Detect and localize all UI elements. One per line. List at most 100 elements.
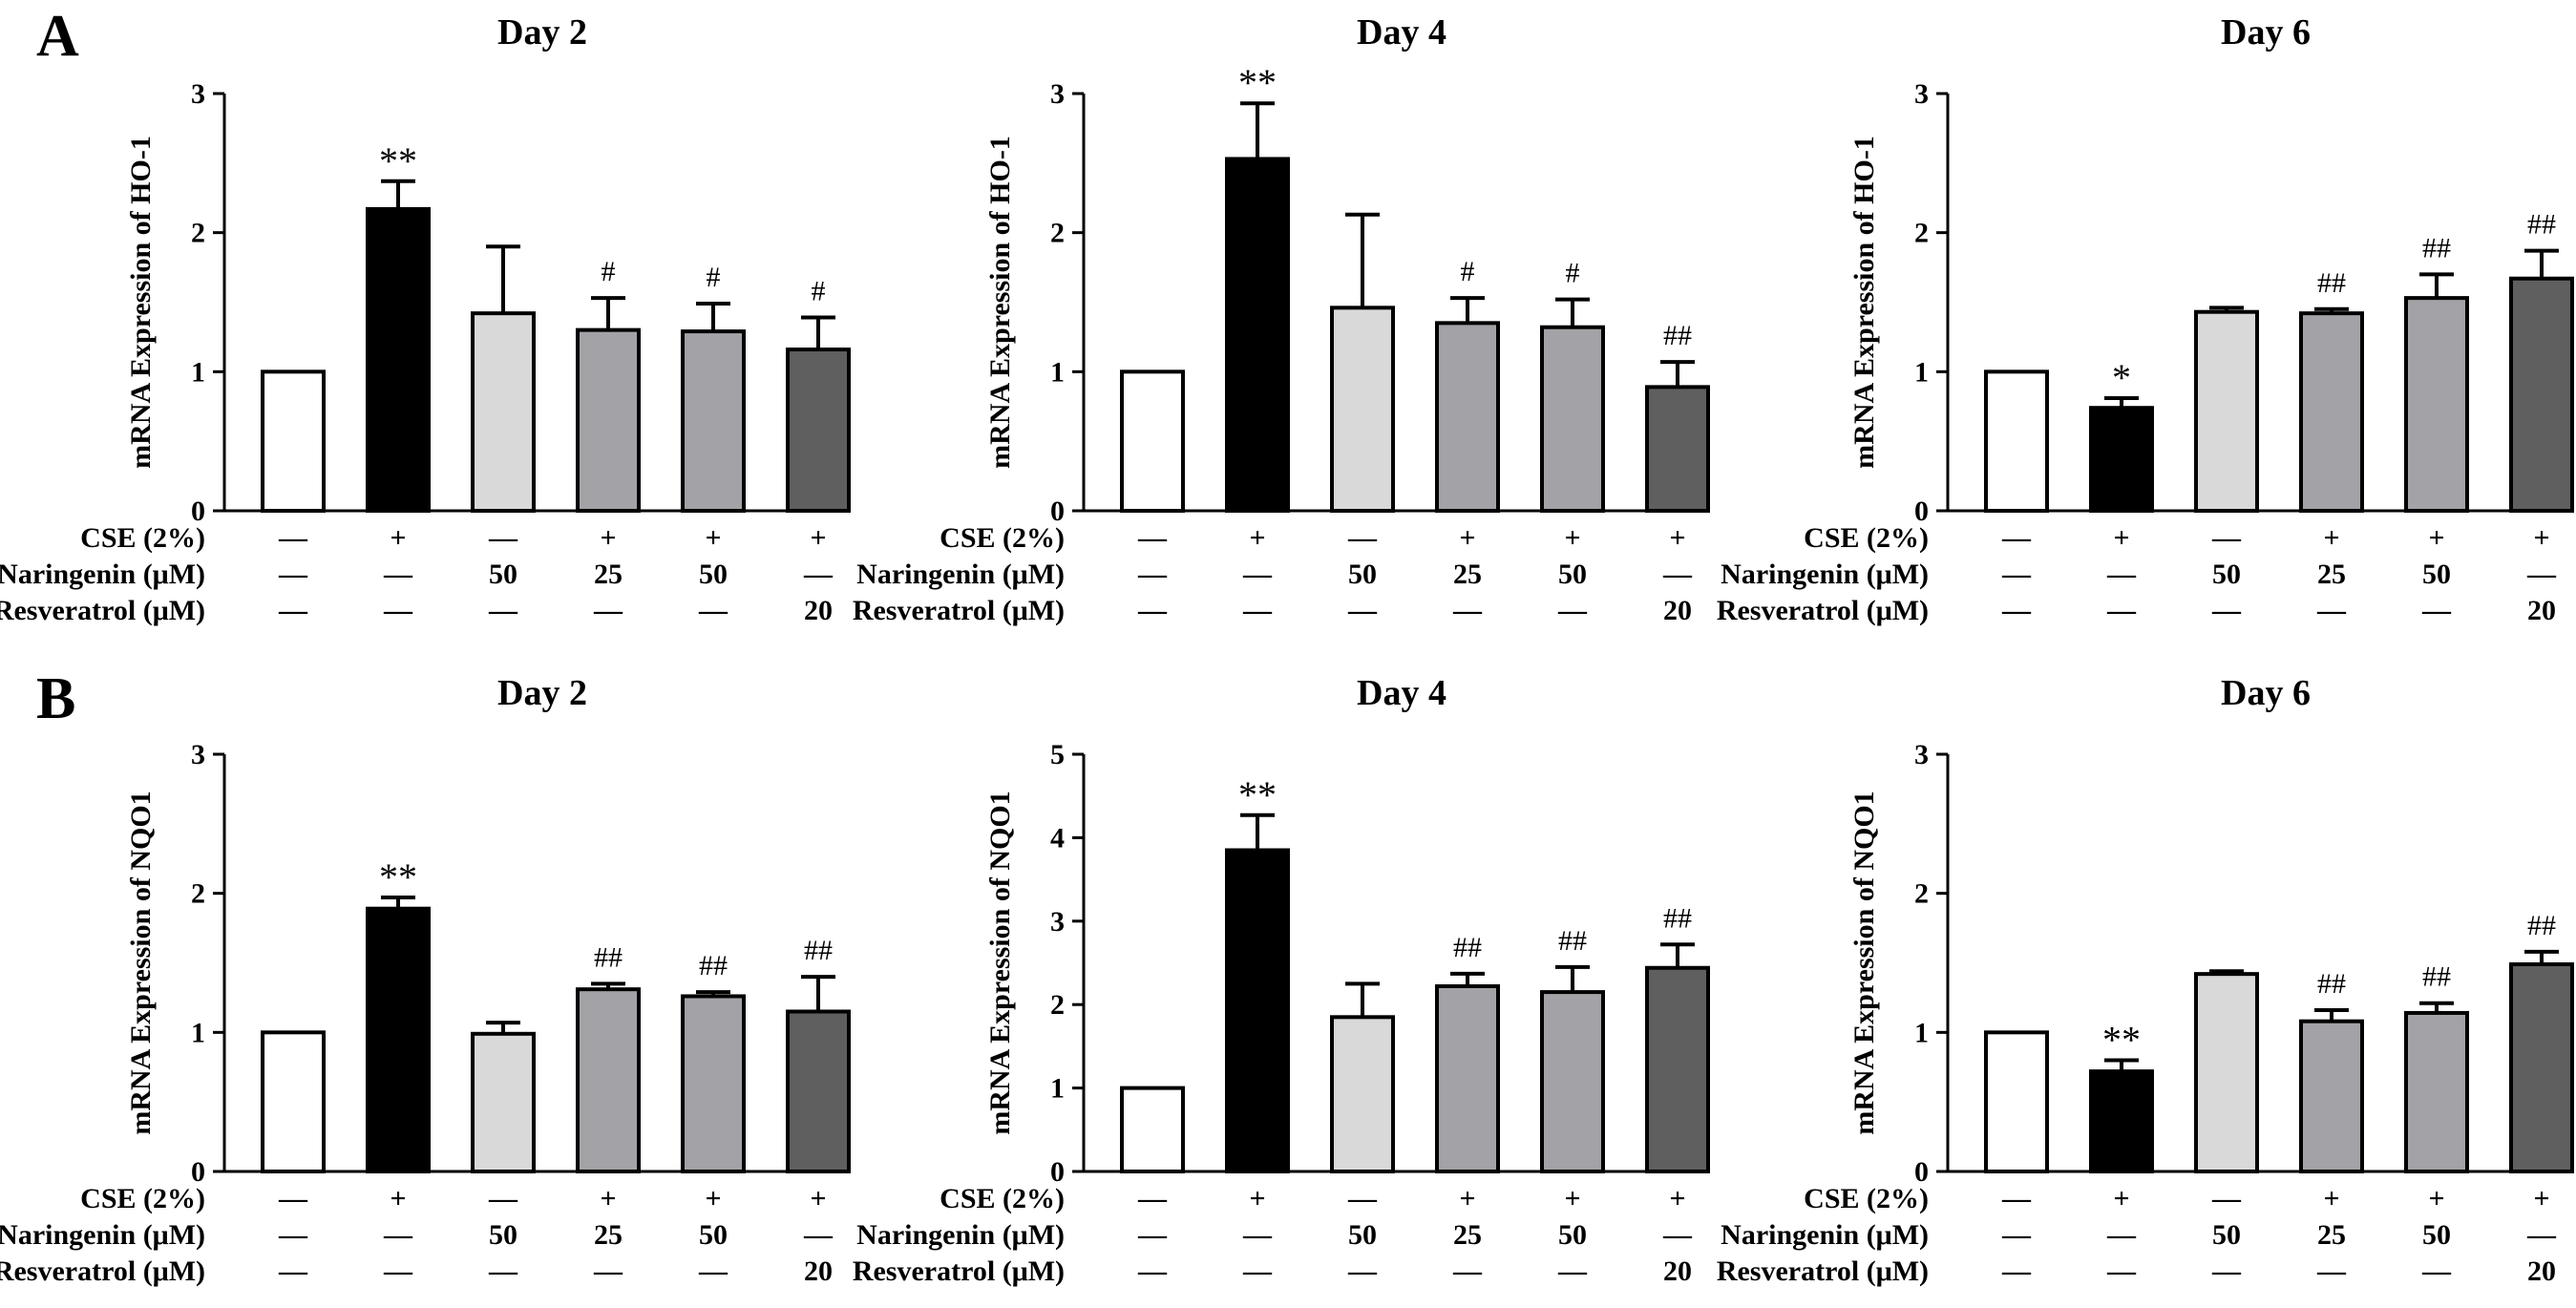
condition-row-label: Resveratrol (μM) bbox=[853, 1255, 1065, 1287]
y-tick-label: 1 bbox=[191, 356, 205, 388]
significance-label: ## bbox=[2527, 209, 2556, 241]
condition-value: 20 bbox=[1663, 1255, 1692, 1287]
condition-value: — bbox=[1347, 1255, 1378, 1287]
condition-row-label: Naringenin (μM) bbox=[0, 1219, 205, 1251]
bar bbox=[1225, 157, 1290, 513]
significance-label: ## bbox=[2527, 910, 2556, 941]
bar bbox=[681, 994, 746, 1173]
condition-row-label: CSE (2%) bbox=[1804, 522, 1929, 554]
condition-value: — bbox=[1137, 1183, 1168, 1214]
condition-value: — bbox=[2421, 1255, 2452, 1287]
y-tick-label: 4 bbox=[1050, 822, 1065, 854]
condition-value: + bbox=[2323, 1183, 2339, 1214]
y-tick-label: 2 bbox=[191, 878, 205, 910]
condition-value: — bbox=[278, 1255, 308, 1287]
condition-value: 20 bbox=[2527, 595, 2556, 626]
condition-value: — bbox=[383, 1219, 413, 1251]
condition-value: — bbox=[1137, 522, 1168, 554]
y-tick-label: 3 bbox=[1050, 78, 1065, 110]
condition-row-label: CSE (2%) bbox=[940, 1183, 1065, 1214]
significance-label: ## bbox=[1558, 925, 1587, 957]
condition-value: — bbox=[2001, 1219, 2032, 1251]
bar bbox=[1540, 990, 1605, 1173]
significance-label: ## bbox=[2317, 267, 2346, 299]
bar bbox=[1984, 1030, 2049, 1174]
condition-value: — bbox=[488, 1183, 518, 1214]
bar bbox=[2509, 276, 2574, 513]
y-tick-label: 3 bbox=[191, 739, 205, 770]
condition-value: + bbox=[1669, 1183, 1685, 1214]
bar bbox=[681, 329, 746, 513]
bar bbox=[1435, 321, 1500, 513]
chart-b-day-6: Day 6 mRNA Expression of NQO1 0 1 2 3 ** ## ## ##… bbox=[1717, 673, 2574, 1287]
chart-a-day-2: Day 2 mRNA Expression of HO-1 0 1 2 3 ** # # # CSE… bbox=[0, 12, 851, 626]
condition-value: — bbox=[2421, 595, 2452, 626]
condition-value: + bbox=[705, 1183, 721, 1214]
y-tick-label: 0 bbox=[1050, 1156, 1065, 1188]
condition-value: 25 bbox=[594, 1219, 623, 1251]
bar bbox=[366, 906, 431, 1173]
y-tick-label: 2 bbox=[1914, 218, 1929, 249]
y-axis-label: mRNA Expression of HO-1 bbox=[1848, 136, 1880, 469]
y-tick-label: 3 bbox=[1914, 739, 1929, 770]
condition-value: — bbox=[488, 595, 518, 626]
condition-value: 50 bbox=[2212, 559, 2241, 590]
condition-value: — bbox=[278, 1183, 308, 1214]
condition-value: + bbox=[1564, 1183, 1580, 1214]
condition-value: 50 bbox=[2422, 559, 2451, 590]
y-tick-label: 2 bbox=[1050, 218, 1065, 249]
condition-value: — bbox=[278, 1219, 308, 1251]
condition-value: + bbox=[1564, 522, 1580, 554]
condition-value: — bbox=[488, 1255, 518, 1287]
condition-value: 25 bbox=[2317, 1219, 2346, 1251]
condition-value: — bbox=[2211, 595, 2242, 626]
significance-label: # bbox=[602, 256, 616, 287]
condition-value: — bbox=[2211, 1183, 2242, 1214]
significance-label: # bbox=[707, 262, 721, 293]
condition-row-label: Resveratrol (μM) bbox=[0, 595, 205, 626]
condition-value: — bbox=[1347, 595, 1378, 626]
bar bbox=[1984, 369, 2049, 514]
condition-row-label: CSE (2%) bbox=[940, 522, 1065, 554]
bar bbox=[2299, 1019, 2364, 1174]
condition-value: 50 bbox=[1348, 1219, 1377, 1251]
condition-value: — bbox=[1662, 1219, 1693, 1251]
chart-b-day-4: Day 4 mRNA Expression of NQO1 0 1 2 3 4 5 ** ## ##… bbox=[853, 673, 1710, 1287]
y-tick-label: 1 bbox=[191, 1017, 205, 1048]
condition-value: — bbox=[2001, 595, 2032, 626]
bar bbox=[2299, 311, 2364, 513]
condition-value: — bbox=[2526, 1219, 2557, 1251]
condition-value: — bbox=[803, 559, 834, 590]
condition-row-label: Naringenin (μM) bbox=[856, 1219, 1065, 1251]
bar bbox=[1645, 385, 1710, 513]
bar bbox=[786, 1009, 851, 1173]
condition-value: 25 bbox=[594, 559, 623, 590]
chart-title: Day 4 bbox=[1357, 673, 1446, 713]
condition-value: + bbox=[1459, 1183, 1475, 1214]
condition-value: — bbox=[1242, 1255, 1273, 1287]
condition-value: + bbox=[2428, 522, 2444, 554]
bar bbox=[1330, 1015, 1395, 1174]
bar bbox=[1225, 848, 1290, 1173]
condition-value: — bbox=[2001, 522, 2032, 554]
bar bbox=[261, 369, 326, 514]
bar bbox=[1435, 983, 1500, 1174]
bar bbox=[2404, 1010, 2469, 1173]
condition-value: — bbox=[698, 1255, 728, 1287]
condition-value: — bbox=[2001, 1255, 2032, 1287]
bar bbox=[2404, 296, 2469, 513]
condition-value: — bbox=[803, 1219, 834, 1251]
condition-value: — bbox=[1347, 522, 1378, 554]
y-tick-label: 0 bbox=[191, 496, 205, 527]
significance-label: ** bbox=[379, 855, 417, 898]
condition-value: + bbox=[600, 522, 616, 554]
significance-label: * bbox=[2112, 356, 2131, 399]
y-tick-label: 1 bbox=[1050, 356, 1065, 388]
condition-value: + bbox=[390, 1183, 406, 1214]
condition-value: 50 bbox=[1348, 559, 1377, 590]
bar bbox=[471, 311, 536, 513]
condition-value: + bbox=[1459, 522, 1475, 554]
condition-value: 50 bbox=[699, 1219, 728, 1251]
